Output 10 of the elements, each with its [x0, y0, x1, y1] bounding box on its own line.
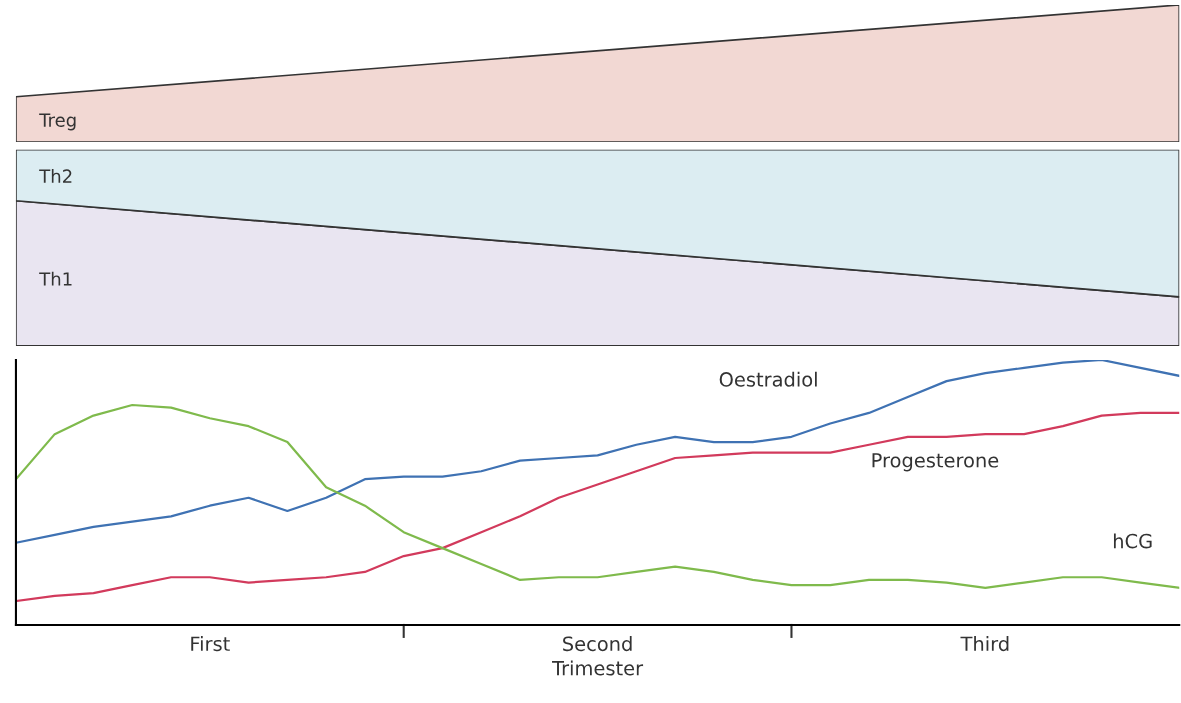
annotation: Oestradiol: [719, 371, 817, 387]
x-tick-label: First: [191, 636, 230, 652]
x-tick-label: Third: [960, 636, 1009, 652]
x-tick-label: Second: [563, 636, 632, 652]
series-label: Th1: [39, 271, 72, 286]
series-label: Treg: [39, 113, 76, 131]
x-axis-title: Trimester: [552, 660, 644, 676]
annotation: Progesterone: [872, 453, 999, 472]
series-label: Th2: [39, 169, 72, 183]
annotation: hCG: [1113, 533, 1152, 549]
